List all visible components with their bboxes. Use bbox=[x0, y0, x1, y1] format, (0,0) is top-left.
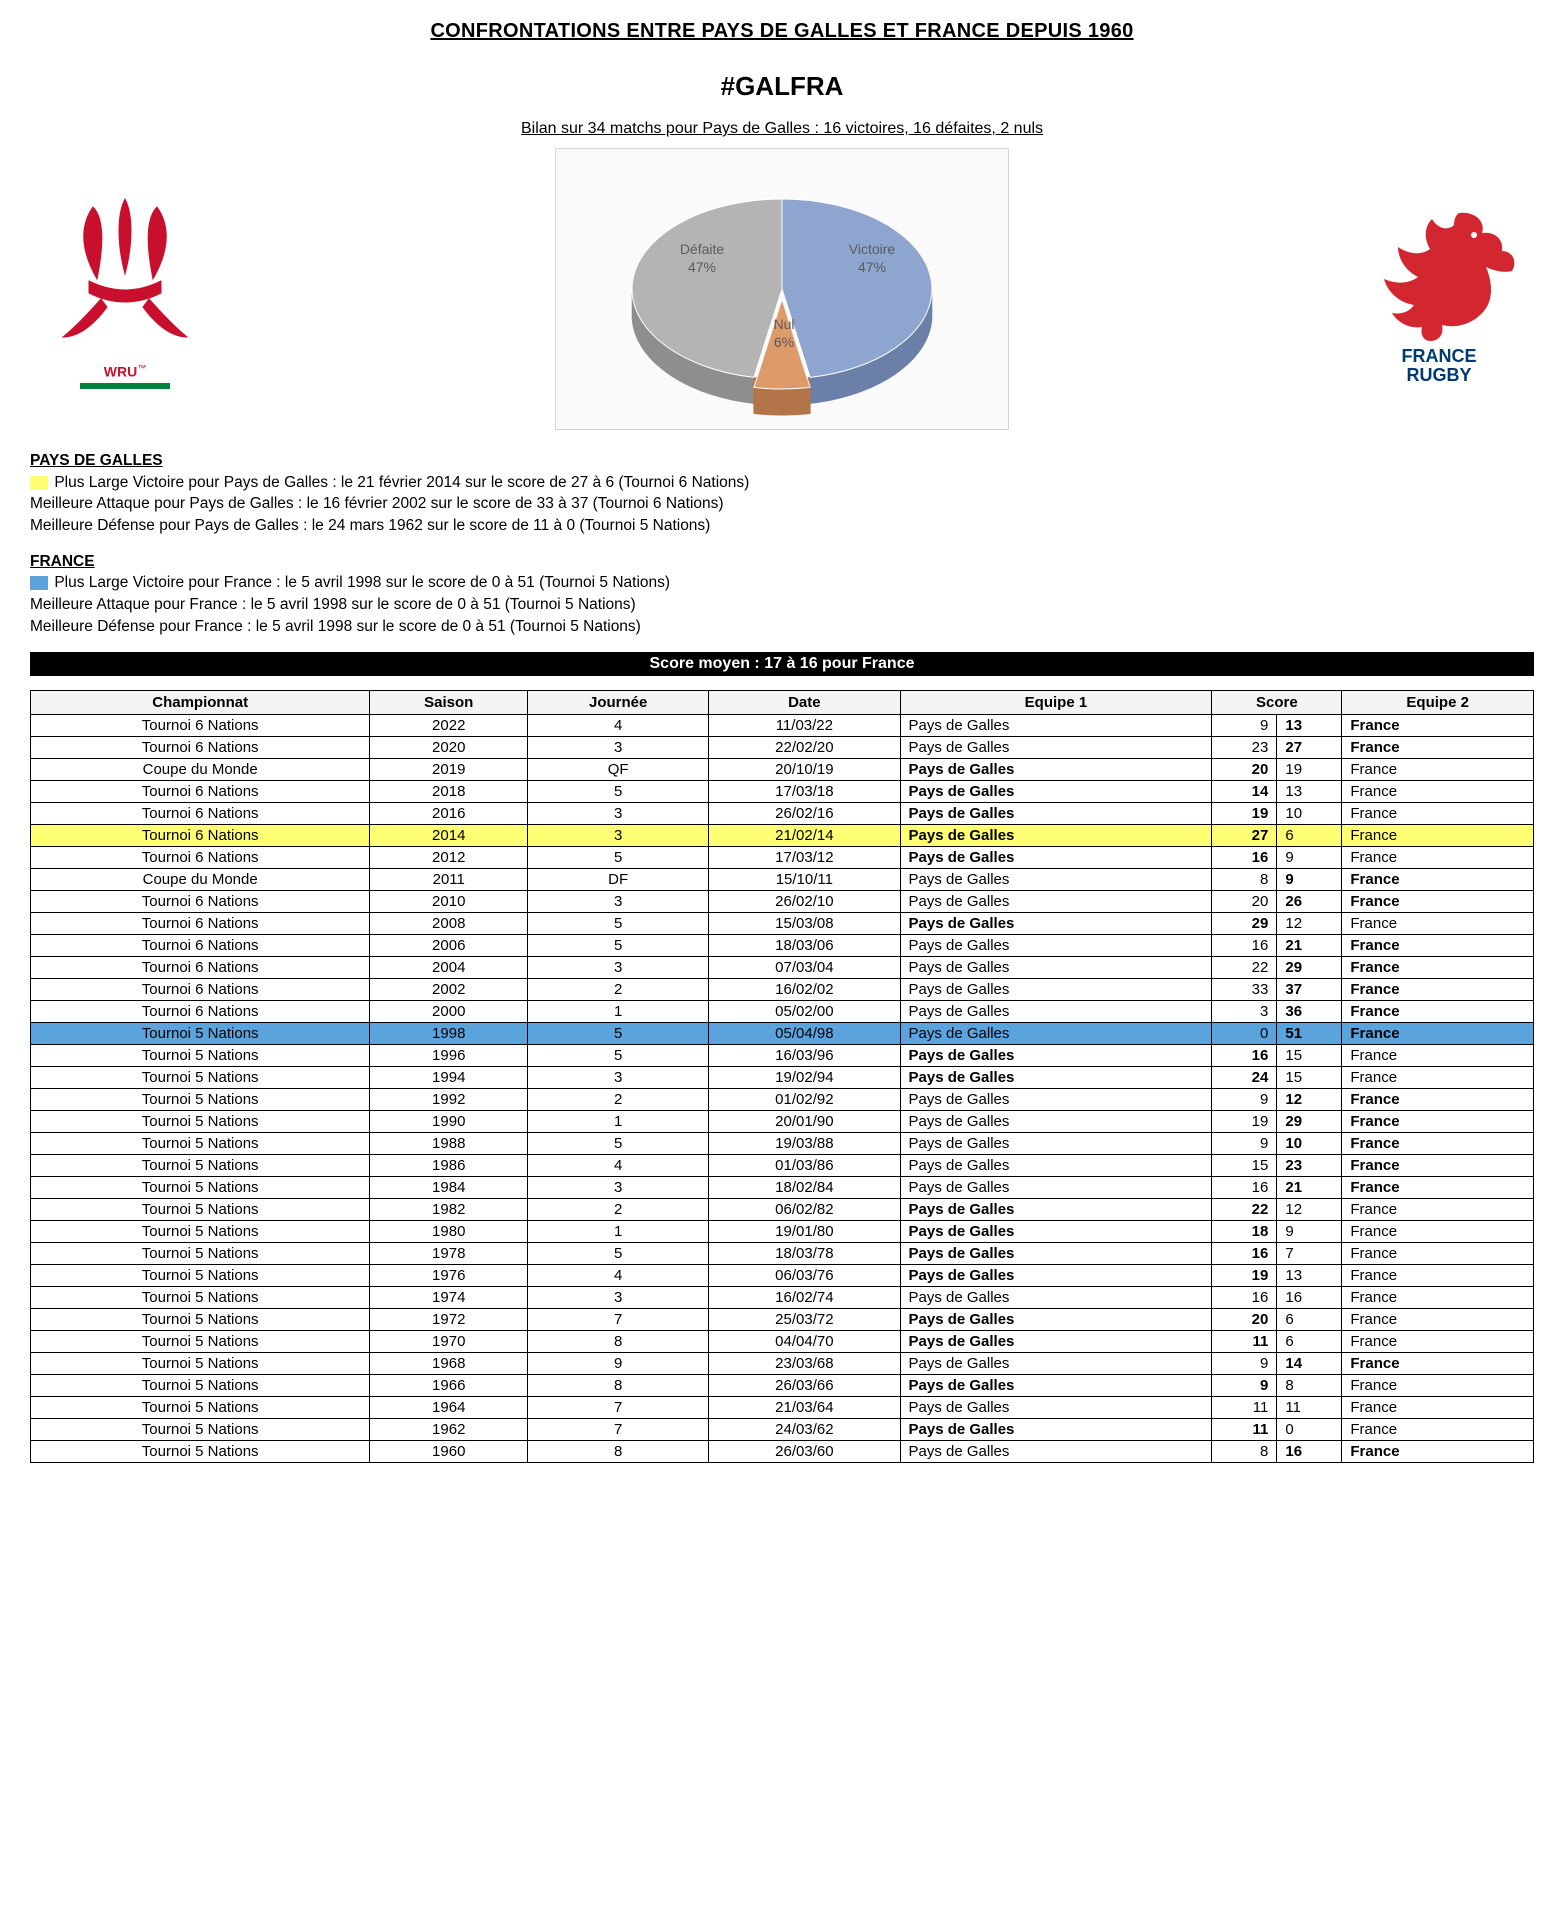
pie-chart-wrap: Défaite 47% Victoire 47% Nul 6% bbox=[240, 148, 1324, 430]
table-row: Tournoi 5 Nations1968923/03/68Pays de Ga… bbox=[31, 1352, 1534, 1374]
stats-france-line1: Plus Large Victoire pour France : le 5 a… bbox=[54, 574, 670, 591]
table-row: Coupe du Monde2011DF15/10/11Pays de Gall… bbox=[31, 868, 1534, 890]
france-rooster-icon bbox=[1354, 193, 1524, 343]
col-journee: Journée bbox=[528, 690, 709, 714]
table-row: Tournoi 5 Nations1990120/01/90Pays de Ga… bbox=[31, 1110, 1534, 1132]
top-row: WRU™ Défaite 47% Victoire 47% Nul 6% FRANCE R… bbox=[30, 148, 1534, 430]
col-equipe2: Equipe 2 bbox=[1342, 690, 1534, 714]
swatch-blue bbox=[30, 576, 48, 590]
wru-tm: ™ bbox=[137, 363, 146, 373]
table-row: Coupe du Monde2019QF20/10/19Pays de Gall… bbox=[31, 758, 1534, 780]
pie-chart: Défaite 47% Victoire 47% Nul 6% bbox=[572, 159, 992, 419]
stats-wales-line2: Meilleure Attaque pour Pays de Galles : … bbox=[30, 493, 1534, 515]
table-row: Tournoi 5 Nations1970804/04/70Pays de Ga… bbox=[31, 1330, 1534, 1352]
table-row: Tournoi 6 Nations2022411/03/22Pays de Ga… bbox=[31, 714, 1534, 736]
page-title: CONFRONTATIONS ENTRE PAYS DE GALLES ET F… bbox=[30, 20, 1534, 43]
table-row: Tournoi 5 Nations1976406/03/76Pays de Ga… bbox=[31, 1264, 1534, 1286]
france-text-1: FRANCE bbox=[1344, 347, 1534, 366]
swatch-yellow bbox=[30, 476, 48, 490]
table-row: Tournoi 5 Nations1962724/03/62Pays de Ga… bbox=[31, 1418, 1534, 1440]
wales-feathers-icon bbox=[45, 189, 205, 359]
france-text-2: RUGBY bbox=[1344, 366, 1534, 385]
table-row: Tournoi 5 Nations1982206/02/82Pays de Ga… bbox=[31, 1198, 1534, 1220]
pie-chart-box: Défaite 47% Victoire 47% Nul 6% bbox=[555, 148, 1009, 430]
bilan-line: Bilan sur 34 matchs pour Pays de Galles … bbox=[30, 120, 1534, 138]
france-logo: FRANCE RUGBY bbox=[1344, 193, 1534, 385]
svg-text:Nul: Nul bbox=[773, 316, 794, 332]
table-row: Tournoi 6 Nations2020322/02/20Pays de Ga… bbox=[31, 736, 1534, 758]
stats-wales: PAYS DE GALLES Plus Large Victoire pour … bbox=[30, 450, 1534, 537]
svg-text:Défaite: Défaite bbox=[680, 241, 725, 257]
table-row: Tournoi 6 Nations2004307/03/04Pays de Ga… bbox=[31, 956, 1534, 978]
svg-text:Victoire: Victoire bbox=[849, 241, 896, 257]
wru-underline bbox=[80, 383, 170, 389]
table-row: Tournoi 5 Nations1992201/02/92Pays de Ga… bbox=[31, 1088, 1534, 1110]
hashtag: #GALFRA bbox=[30, 71, 1534, 102]
table-row: Tournoi 6 Nations2008515/03/08Pays de Ga… bbox=[31, 912, 1534, 934]
table-row: Tournoi 6 Nations2006518/03/06Pays de Ga… bbox=[31, 934, 1534, 956]
stats-wales-header: PAYS DE GALLES bbox=[30, 450, 1534, 472]
stats-france: FRANCE Plus Large Victoire pour France :… bbox=[30, 551, 1534, 638]
table-row: Tournoi 5 Nations1980119/01/80Pays de Ga… bbox=[31, 1220, 1534, 1242]
svg-text:6%: 6% bbox=[774, 334, 794, 350]
table-row: Tournoi 6 Nations2000105/02/00Pays de Ga… bbox=[31, 1000, 1534, 1022]
table-row: Tournoi 5 Nations1994319/02/94Pays de Ga… bbox=[31, 1066, 1534, 1088]
stats-france-line2: Meilleure Attaque pour France : le 5 avr… bbox=[30, 594, 1534, 616]
table-row: Tournoi 5 Nations1978518/03/78Pays de Ga… bbox=[31, 1242, 1534, 1264]
table-row: Tournoi 5 Nations1986401/03/86Pays de Ga… bbox=[31, 1154, 1534, 1176]
stats-wales-line1: Plus Large Victoire pour Pays de Galles … bbox=[54, 474, 749, 491]
table-row: Tournoi 6 Nations2002216/02/02Pays de Ga… bbox=[31, 978, 1534, 1000]
table-row: Tournoi 5 Nations1996516/03/96Pays de Ga… bbox=[31, 1044, 1534, 1066]
wales-logo: WRU™ bbox=[30, 189, 220, 390]
table-row: Tournoi 5 Nations1998505/04/98Pays de Ga… bbox=[31, 1022, 1534, 1044]
wru-text: WRU bbox=[104, 363, 137, 379]
svg-text:47%: 47% bbox=[688, 259, 716, 275]
table-row: Tournoi 5 Nations1972725/03/72Pays de Ga… bbox=[31, 1308, 1534, 1330]
table-row: Tournoi 5 Nations1974316/02/74Pays de Ga… bbox=[31, 1286, 1534, 1308]
table-row: Tournoi 6 Nations2014321/02/14Pays de Ga… bbox=[31, 824, 1534, 846]
table-row: Tournoi 6 Nations2016326/02/16Pays de Ga… bbox=[31, 802, 1534, 824]
table-row: Tournoi 6 Nations2010326/02/10Pays de Ga… bbox=[31, 890, 1534, 912]
table-header-row: Championnat Saison Journée Date Equipe 1… bbox=[31, 690, 1534, 714]
stats-france-line3: Meilleure Défense pour France : le 5 avr… bbox=[30, 616, 1534, 638]
col-championnat: Championnat bbox=[31, 690, 370, 714]
svg-text:47%: 47% bbox=[858, 259, 886, 275]
col-saison: Saison bbox=[370, 690, 528, 714]
table-row: Tournoi 5 Nations1960826/03/60Pays de Ga… bbox=[31, 1440, 1534, 1462]
table-row: Tournoi 5 Nations1984318/02/84Pays de Ga… bbox=[31, 1176, 1534, 1198]
table-row: Tournoi 5 Nations1988519/03/88Pays de Ga… bbox=[31, 1132, 1534, 1154]
col-score: Score bbox=[1212, 690, 1342, 714]
table-row: Tournoi 6 Nations2012517/03/12Pays de Ga… bbox=[31, 846, 1534, 868]
table-row: Tournoi 5 Nations1964721/03/64Pays de Ga… bbox=[31, 1396, 1534, 1418]
col-date: Date bbox=[709, 690, 900, 714]
stats-wales-line3: Meilleure Défense pour Pays de Galles : … bbox=[30, 515, 1534, 537]
table-row: Tournoi 5 Nations1966826/03/66Pays de Ga… bbox=[31, 1374, 1534, 1396]
stats-france-header: FRANCE bbox=[30, 551, 1534, 573]
table-row: Tournoi 6 Nations2018517/03/18Pays de Ga… bbox=[31, 780, 1534, 802]
score-moyen-bar: Score moyen : 17 à 16 pour France bbox=[30, 652, 1534, 676]
matches-table: Championnat Saison Journée Date Equipe 1… bbox=[30, 690, 1534, 1463]
col-equipe1: Equipe 1 bbox=[900, 690, 1212, 714]
